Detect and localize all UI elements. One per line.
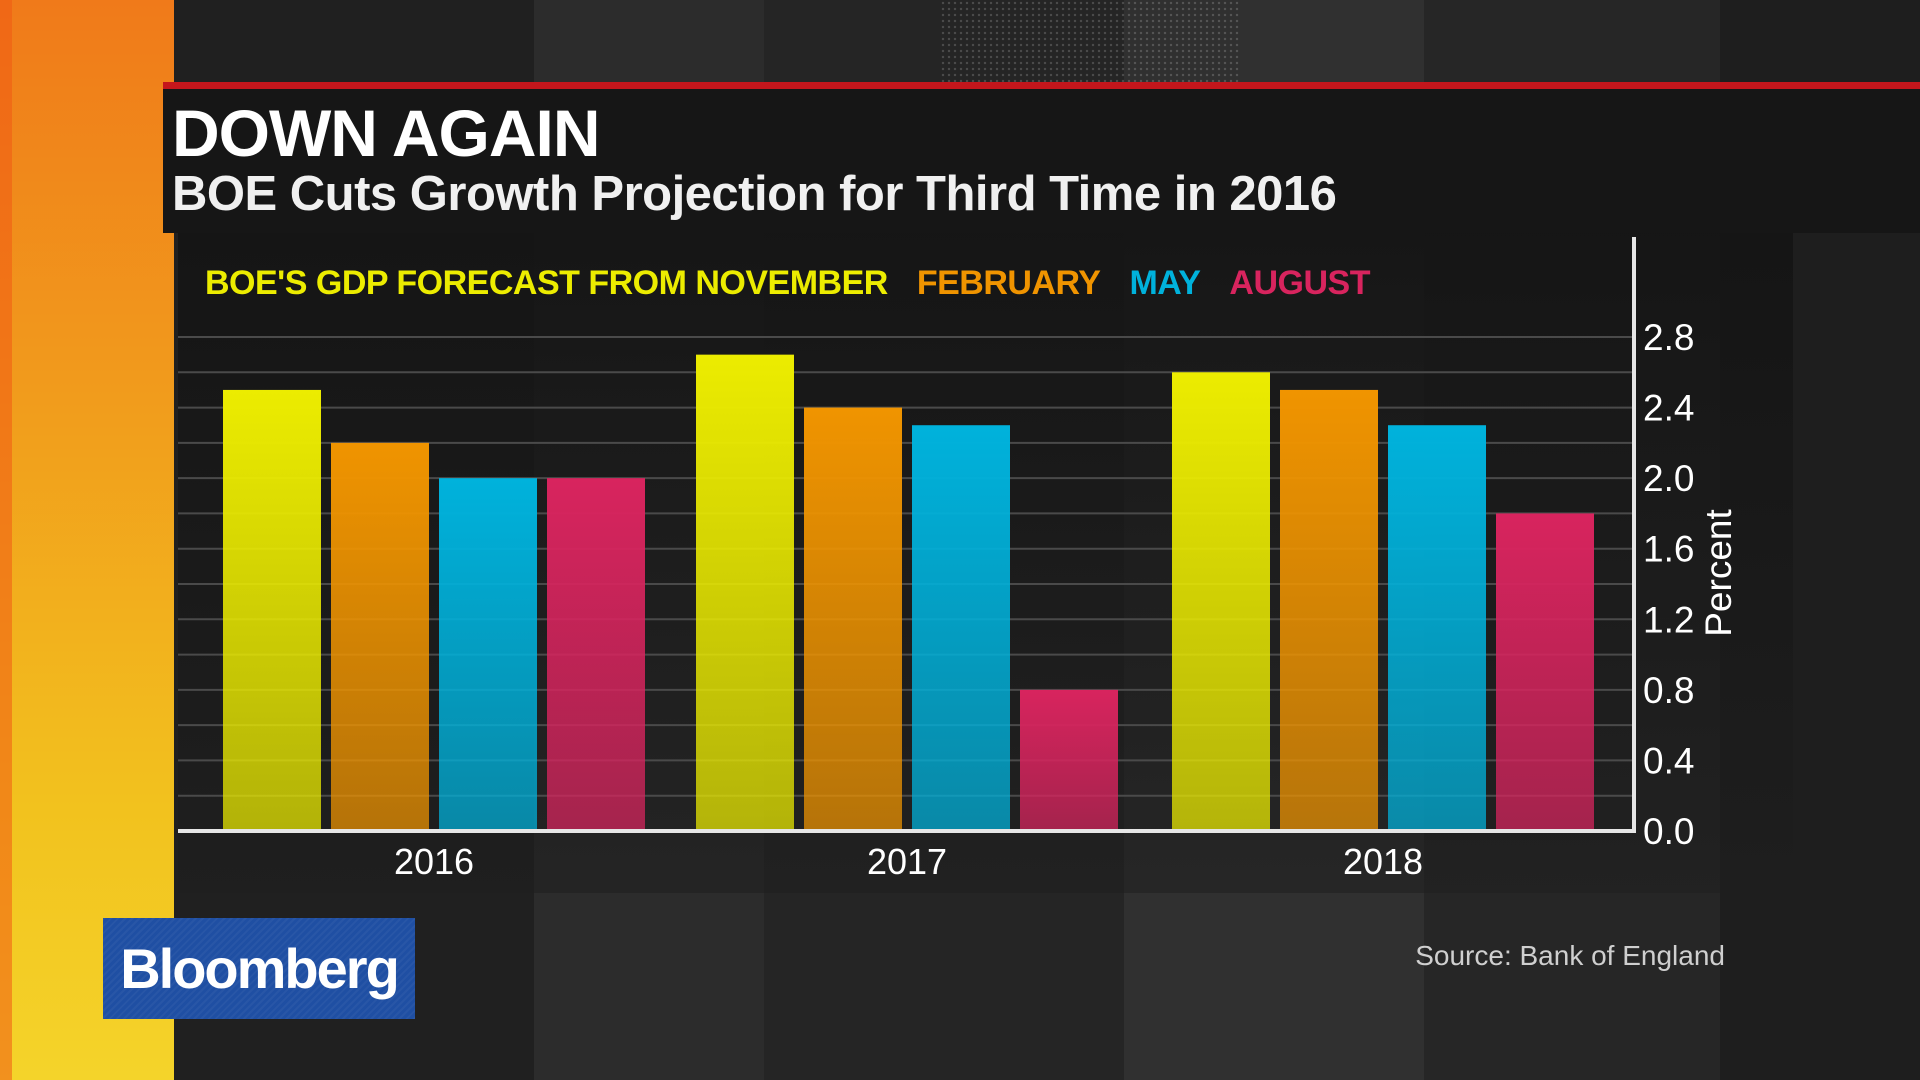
bar-2016-2: [331, 442, 429, 831]
y-tick-label: 0.8: [1643, 670, 1694, 711]
left-accent-stripe: [0, 0, 174, 1080]
bar-2017-1: [696, 354, 794, 831]
y-tick-label: 0.4: [1643, 740, 1694, 781]
bar-2016-3: [439, 478, 537, 831]
y-tick-label: 1.2: [1643, 599, 1694, 640]
x-tick-label: 2018: [1343, 841, 1423, 882]
dot-texture: [940, 0, 1240, 85]
chart-panel: 2016 2017 2018 0.0 0.4 0.8 1.2 1.6 2.0 2.4 2.8 Perc…: [178, 233, 1793, 893]
bar-chart: 2016 2017 2018 0.0 0.4 0.8 1.2 1.6 2.0 2.4 2.8 Perc…: [178, 237, 1739, 882]
headline: DOWN AGAIN: [172, 96, 601, 170]
legend-item: FEBRUARY: [916, 263, 1101, 302]
bar-2018-4: [1496, 513, 1594, 831]
x-tick-label: 2017: [867, 841, 947, 882]
bar-2017-3: [912, 425, 1010, 831]
title-accent-rule: [163, 82, 1920, 89]
bar-2018-2: [1280, 389, 1378, 831]
title-bar: [163, 89, 1920, 233]
y-axis-title: Percent: [1698, 509, 1739, 637]
bar-2018-1: [1172, 372, 1270, 831]
bar-2016-4: [547, 478, 645, 831]
bar-2017-2: [804, 407, 902, 831]
legend-item: MAY: [1129, 263, 1201, 302]
y-tick-label: 0.0: [1643, 811, 1694, 852]
legend: BOE'S GDP FORECAST FROM NOVEMBER FEBRUARY…: [205, 261, 1370, 305]
legend-item: BOE'S GDP FORECAST FROM NOVEMBER: [205, 263, 888, 302]
y-tick-label: 2.4: [1643, 388, 1694, 429]
bar-2018-3: [1388, 425, 1486, 831]
y-tick-label: 1.6: [1643, 529, 1694, 570]
bars: [223, 354, 1594, 831]
subtitle: BOE Cuts Growth Projection for Third Tim…: [172, 167, 1337, 221]
bar-2016-1: [223, 389, 321, 831]
axis-labels: 2016 2017 2018 0.0 0.4 0.8 1.2 1.6 2.0 2.4 2.8 Perc…: [394, 317, 1739, 882]
legend-item: AUGUST: [1229, 263, 1370, 302]
axes: [178, 237, 1636, 833]
logo-text: Bloomberg: [120, 937, 400, 1000]
x-tick-label: 2016: [394, 841, 474, 882]
y-tick-label: 2.8: [1643, 317, 1694, 358]
bloomberg-logo: Bloomberg: [103, 918, 415, 1019]
y-tick-label: 2.0: [1643, 458, 1694, 499]
bar-2017-4: [1020, 689, 1118, 831]
source-note: Source: Bank of England: [1415, 940, 1725, 971]
